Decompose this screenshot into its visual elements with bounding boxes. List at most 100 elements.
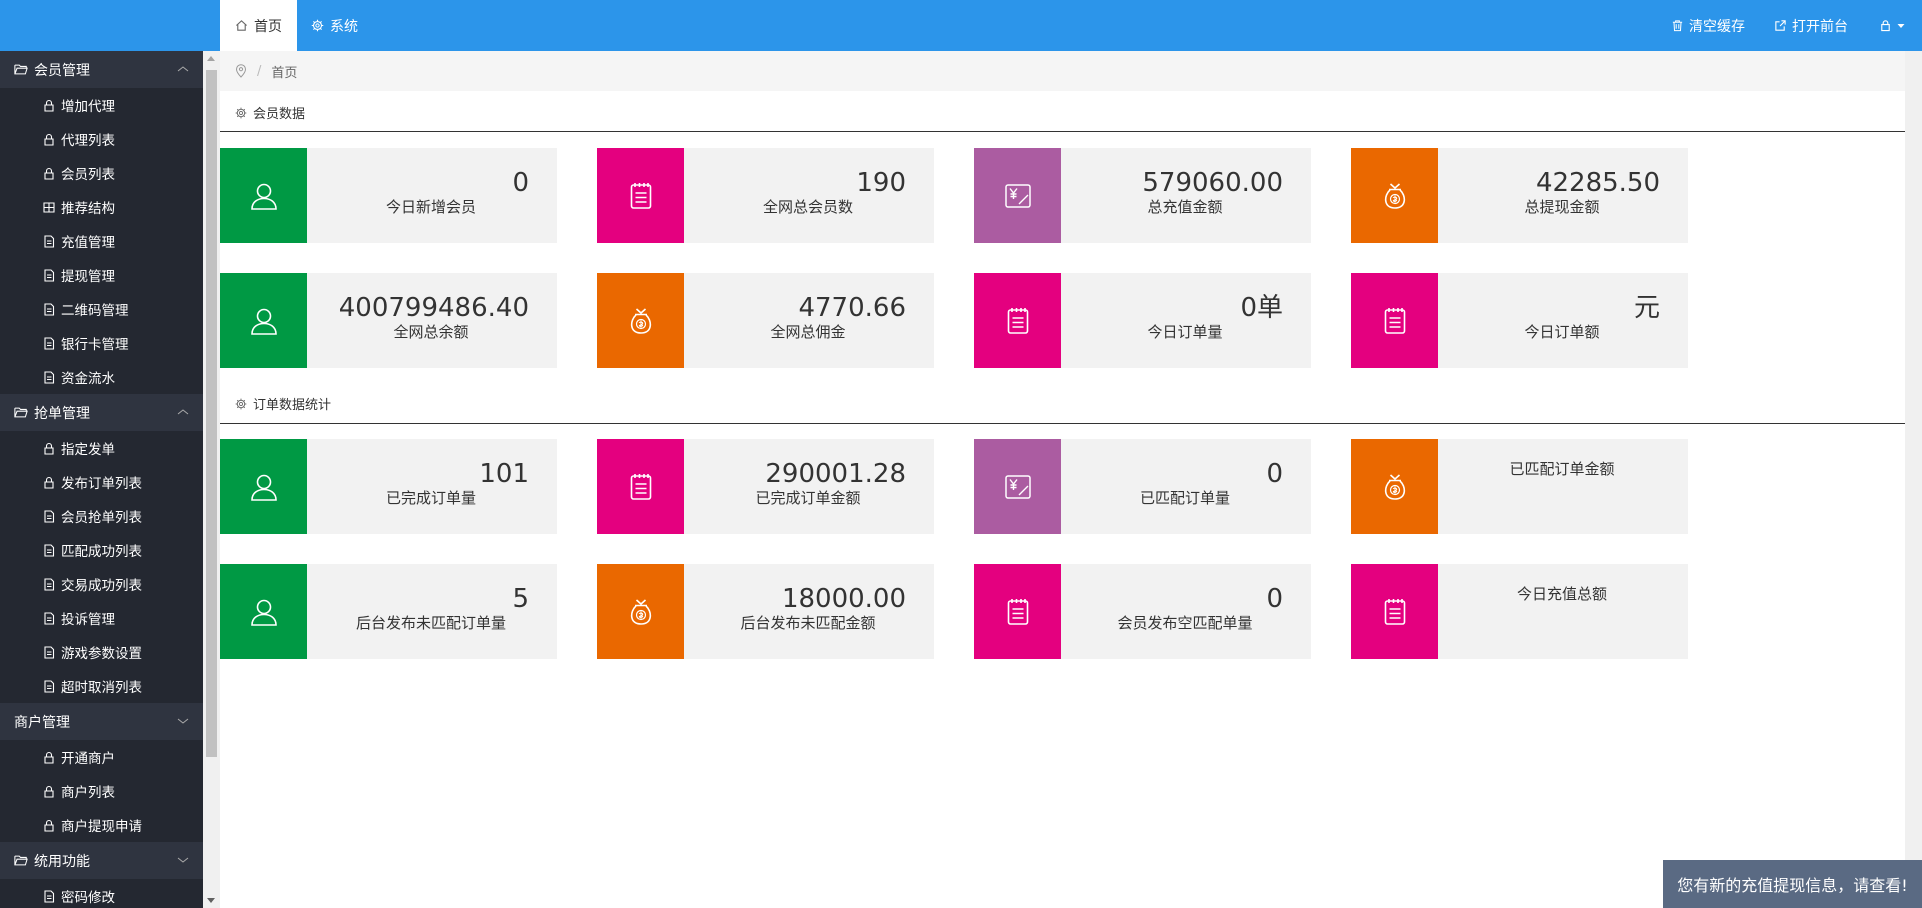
stat-card: 0 已匹配订单量: [974, 439, 1311, 534]
sidebar-group-label: 会员管理: [34, 62, 90, 79]
lock-icon: [44, 99, 54, 112]
home-icon: [235, 19, 248, 32]
folder-open-icon: [14, 855, 28, 866]
sidebar-item-label: 指定发单: [61, 442, 115, 458]
stat-card: 今日充值总额: [1351, 564, 1688, 659]
sidebar-item-label: 银行卡管理: [61, 337, 129, 353]
document-icon: [44, 336, 55, 350]
stat-card: 400799486.40 全网总余额: [220, 273, 557, 368]
sidebar-item-label: 推荐结构: [61, 201, 115, 217]
document-icon: [44, 889, 55, 903]
stat-card-label: 已匹配订单量: [1139, 489, 1230, 507]
lock-icon: [44, 785, 54, 798]
scroll-down-arrow-icon[interactable]: [207, 898, 215, 903]
document-icon: [44, 234, 55, 248]
clipboard-icon: [1001, 595, 1035, 629]
gear-icon: [235, 398, 247, 409]
sidebar-item-assign-order[interactable]: 指定发单: [0, 431, 203, 465]
sidebar-item-timeout-cancel[interactable]: 超时取消列表: [0, 669, 203, 703]
scroll-up-arrow-icon[interactable]: [207, 56, 215, 61]
sidebar-item-published-orders[interactable]: 发布订单列表: [0, 465, 203, 499]
sidebar-item-label: 充值管理: [61, 235, 115, 251]
sidebar-item-label: 交易成功列表: [61, 578, 142, 594]
stat-card-value: 42285.50: [1535, 168, 1660, 198]
sidebar-item-withdraw[interactable]: 提现管理: [0, 258, 203, 292]
sidebar-item-label: 匹配成功列表: [61, 544, 142, 560]
stat-card-value: 190: [856, 168, 906, 198]
user-icon: [247, 179, 281, 213]
user-icon: [247, 595, 281, 629]
sidebar-item-merchant-withdraw[interactable]: 商户提现申请: [0, 808, 203, 842]
sidebar-item-label: 提现管理: [61, 269, 115, 285]
sidebar-item-add-agent[interactable]: 增加代理: [0, 88, 203, 122]
stat-card-label: 总提现金额: [1524, 198, 1600, 216]
user-icon: [247, 470, 281, 504]
stat-card-icon-box: [597, 564, 684, 659]
sidebar-item-qrcode[interactable]: 二维码管理: [0, 292, 203, 326]
stat-card-value: 18000.00: [781, 584, 906, 614]
stat-card-icon-box: [220, 439, 307, 534]
gear-icon: [235, 107, 247, 118]
sidebar-item-member-grabs[interactable]: 会员抢单列表: [0, 499, 203, 533]
sidebar-group-member[interactable]: 会员管理: [0, 51, 203, 88]
money-bag-icon: [624, 304, 658, 338]
stat-card-value: 0: [512, 168, 529, 198]
sidebar-item-matched[interactable]: 匹配成功列表: [0, 533, 203, 567]
document-icon: [44, 370, 55, 384]
stat-card-label: 后台发布未匹配金额: [740, 614, 876, 632]
stat-card-label: 今日充值总额: [1516, 585, 1607, 603]
stat-card-icon-box: [1351, 564, 1438, 659]
clear-cache-button[interactable]: 清空缓存: [1671, 0, 1745, 51]
sidebar-item-bank-card[interactable]: 银行卡管理: [0, 326, 203, 360]
tab-home[interactable]: 首页: [220, 0, 297, 51]
clear-cache-label: 清空缓存: [1689, 18, 1745, 35]
sidebar-item-change-password[interactable]: 密码修改: [0, 879, 203, 908]
clipboard-icon: [1001, 304, 1035, 338]
location-pin-icon: [235, 64, 247, 78]
sidebar-item-label: 商户列表: [61, 785, 115, 801]
stat-card-value: 5: [512, 584, 529, 614]
user-menu-button[interactable]: [1879, 0, 1905, 51]
tab-system[interactable]: 系统: [296, 0, 373, 51]
sidebar-item-traded[interactable]: 交易成功列表: [0, 567, 203, 601]
scrollbar-thumb[interactable]: [206, 70, 217, 757]
document-icon: [44, 509, 55, 523]
sidebar-item-game-params[interactable]: 游戏参数设置: [0, 635, 203, 669]
top-header: 首页 系统 清空缓存 打开前台: [0, 0, 1922, 51]
sidebar-item-referral-tree[interactable]: 推荐结构: [0, 190, 203, 224]
sidebar-group-grab-order[interactable]: 抢单管理: [0, 394, 203, 431]
chevron-down-icon: [177, 857, 189, 863]
stat-card-value: 290001.28: [765, 459, 906, 489]
money-bag-icon: [624, 595, 658, 629]
stat-card-label: 总充值金额: [1147, 198, 1223, 216]
stat-card-icon-box: [974, 273, 1061, 368]
page-scrollbar[interactable]: [1905, 51, 1922, 860]
section-title-text: 订单数据统计: [253, 398, 332, 413]
sidebar-item-recharge[interactable]: 充值管理: [0, 224, 203, 258]
sidebar-item-fund-flow[interactable]: 资金流水: [0, 360, 203, 394]
money-bag-icon: [1378, 179, 1412, 213]
folder-open-icon: [14, 407, 28, 418]
sidebar-item-member-list[interactable]: 会员列表: [0, 156, 203, 190]
sidebar-item-merchant-list[interactable]: 商户列表: [0, 774, 203, 808]
stat-card-icon-box: [220, 564, 307, 659]
sidebar-group-merchant[interactable]: 商户管理: [0, 703, 203, 740]
stat-card: 18000.00 后台发布未匹配金额: [597, 564, 934, 659]
sidebar-scrollbar[interactable]: [203, 51, 220, 908]
document-icon: [44, 543, 55, 557]
notification-toast[interactable]: 您有新的充值提现信息，请查看!: [1663, 860, 1922, 908]
breadcrumb-current[interactable]: 首页: [271, 65, 298, 81]
open-frontend-button[interactable]: 打开前台: [1774, 0, 1848, 51]
section-title-member: 会员数据: [235, 103, 305, 122]
lock-icon: [44, 133, 54, 146]
stat-card-icon-box: [220, 273, 307, 368]
sidebar-item-agent-list[interactable]: 代理列表: [0, 122, 203, 156]
sidebar-group-common[interactable]: 统用功能: [0, 842, 203, 879]
clipboard-icon: [1378, 595, 1412, 629]
external-link-icon: [1774, 19, 1787, 32]
sidebar-item-open-merchant[interactable]: 开通商户: [0, 740, 203, 774]
stat-card-icon-box: [974, 148, 1061, 243]
sidebar-item-label: 开通商户: [61, 751, 115, 767]
stat-card-label: 全网总佣金: [770, 323, 846, 341]
sidebar-item-complaints[interactable]: 投诉管理: [0, 601, 203, 635]
